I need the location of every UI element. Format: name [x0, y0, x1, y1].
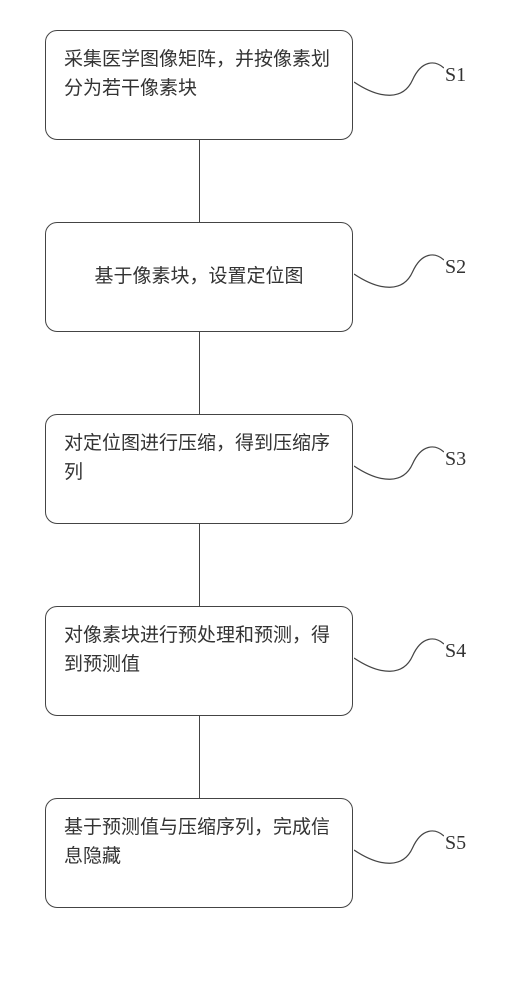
curve-s1	[354, 62, 444, 102]
node-text: 基于像素块，设置定位图	[94, 262, 303, 291]
connector	[199, 332, 200, 414]
connector	[199, 140, 200, 222]
node-text: 基于预测值与压缩序列，完成信息隐藏	[64, 813, 334, 872]
flowchart-node-s5: 基于预测值与压缩序列，完成信息隐藏	[45, 798, 353, 908]
step-label-s4: S4	[445, 640, 466, 663]
step-label-s2: S2	[445, 256, 466, 279]
flowchart-node-s3: 对定位图进行压缩，得到压缩序列	[45, 414, 353, 524]
curve-s5	[354, 830, 444, 870]
connector	[199, 716, 200, 798]
step-label-s5: S5	[445, 832, 466, 855]
flowchart-node-s2: 基于像素块，设置定位图	[45, 222, 353, 332]
curve-s4	[354, 638, 444, 678]
curve-s2	[354, 254, 444, 294]
flowchart-node-s1: 采集医学图像矩阵，并按像素划分为若干像素块	[45, 30, 353, 140]
flowchart-container: 采集医学图像矩阵，并按像素划分为若干像素块 S1 基于像素块，设置定位图 S2 …	[0, 0, 515, 1000]
step-label-s3: S3	[445, 448, 466, 471]
node-text: 对定位图进行压缩，得到压缩序列	[64, 429, 334, 488]
node-text: 采集医学图像矩阵，并按像素划分为若干像素块	[64, 45, 334, 104]
node-text: 对像素块进行预处理和预测，得到预测值	[64, 621, 334, 680]
connector	[199, 524, 200, 606]
curve-s3	[354, 446, 444, 486]
step-label-s1: S1	[445, 64, 466, 87]
flowchart-node-s4: 对像素块进行预处理和预测，得到预测值	[45, 606, 353, 716]
